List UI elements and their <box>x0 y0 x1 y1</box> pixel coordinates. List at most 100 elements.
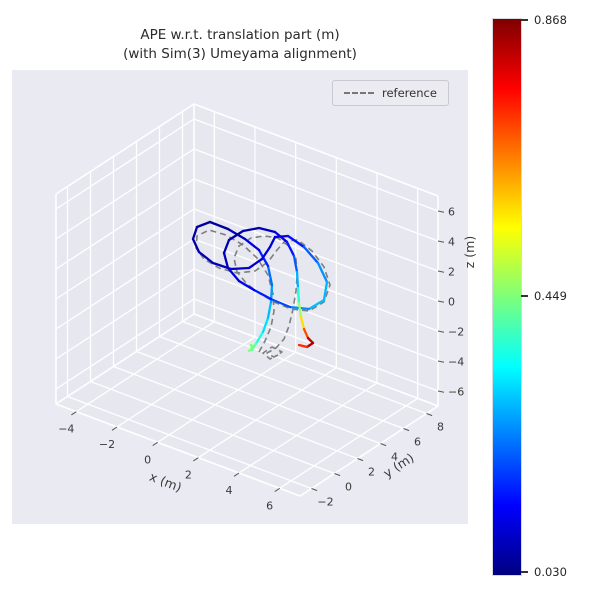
scene-3d: −4 −2 0 2 4 6 −2 0 2 4 6 8 −6 −4 −2 0 2 4 6 <box>55 103 464 512</box>
trajectory-estimate-segment <box>222 251 230 270</box>
x-tick-label: 0 <box>144 453 151 466</box>
grid-line <box>193 298 439 392</box>
grid-line <box>116 336 256 428</box>
trajectory-estimate-segment <box>302 327 310 340</box>
tick-mark <box>437 210 445 213</box>
tick-mark <box>437 300 445 303</box>
trajectory-estimate-segment <box>266 300 273 320</box>
colorbar <box>492 18 522 576</box>
trajectory-estimate-segment <box>295 270 300 290</box>
y-tick-label: 0 <box>345 481 352 494</box>
y-axis-label: y (m) <box>380 450 416 481</box>
x-tick-label: 6 <box>266 499 273 512</box>
grid-line <box>55 208 195 300</box>
trajectory-estimate-segment <box>222 238 231 255</box>
tick-mark <box>193 457 199 462</box>
grid-line <box>159 335 404 430</box>
tick-mark <box>437 240 445 243</box>
tick-mark <box>71 411 77 416</box>
grid-line <box>55 268 195 360</box>
y-tick-label: −2 <box>317 496 333 509</box>
grid-line <box>193 178 439 272</box>
pane-edge <box>55 313 195 405</box>
legend: reference <box>332 80 449 106</box>
colorbar-label-max: 0.868 <box>534 13 567 27</box>
trajectory-estimate-segment <box>296 286 301 305</box>
colorbar-tick-max <box>521 19 528 21</box>
trajectory-estimate-segment <box>243 237 261 252</box>
trajectory-estimate-segment <box>302 245 320 265</box>
colorbar-label-mid: 0.449 <box>534 289 567 303</box>
chart-title: APE w.r.t. translation part (m) (with Si… <box>0 26 480 64</box>
tick-mark <box>311 488 318 492</box>
colorbar-label-min: 0.030 <box>534 565 567 579</box>
trajectory-estimate-segment <box>250 340 259 352</box>
y-tick-label: 8 <box>437 421 444 434</box>
trajectory-estimate-segment <box>227 229 245 242</box>
x-tick-label: −2 <box>99 438 115 451</box>
trajectory-estimate-segment <box>316 261 329 284</box>
grid-line <box>193 118 439 212</box>
z-tick-label: 0 <box>448 296 455 309</box>
grid-line <box>193 148 439 242</box>
trajectory-estimate-segment <box>285 240 296 258</box>
grid-line <box>55 118 195 210</box>
trajectory-estimate-segment <box>237 279 256 292</box>
tick-mark <box>274 487 280 493</box>
trajectory-estimate-segment <box>297 301 303 319</box>
grid-line <box>113 365 358 460</box>
grid-line <box>238 382 378 474</box>
pane-edge <box>55 194 439 497</box>
y-tick-label: 4 <box>391 451 398 464</box>
tick-mark <box>152 441 158 447</box>
grid-line <box>67 395 312 490</box>
grid-line <box>55 298 195 390</box>
tick-mark <box>437 390 445 393</box>
trajectory-reference <box>195 229 331 360</box>
tick-mark <box>334 473 341 477</box>
trajectory-estimate-segment <box>260 245 272 261</box>
grid-line <box>136 350 381 445</box>
z-axis-label: z (m) <box>462 236 477 268</box>
trajectory-estimate-segment <box>268 235 277 249</box>
tick-mark <box>357 458 364 462</box>
trajectory-estimate-segment <box>208 220 230 231</box>
trajectory-estimate-segment <box>269 297 292 309</box>
grid-line <box>182 320 427 415</box>
grid-line <box>279 397 419 489</box>
trajectory-estimate-segment <box>226 266 241 283</box>
x-axis-label: x (m) <box>147 469 183 495</box>
tick-mark <box>426 413 433 417</box>
pane-floor <box>56 314 438 496</box>
grid-line <box>157 351 297 443</box>
z-tick-label: 6 <box>448 206 455 219</box>
tick-mark <box>437 360 445 363</box>
trajectory-estimate-segment <box>307 298 326 311</box>
grid-line <box>197 367 337 459</box>
trajectory-estimate-segment <box>286 234 306 249</box>
tick-mark <box>437 270 445 273</box>
grid-line <box>193 268 439 362</box>
trajectory-estimate-segment <box>255 330 265 344</box>
pane-edge <box>193 313 439 407</box>
trajectory-estimate-segment <box>257 226 277 234</box>
trajectory-estimate-segment <box>261 316 270 334</box>
trajectory-estimate-segment <box>197 250 215 265</box>
trajectory-estimate-segment <box>247 257 264 270</box>
y-tick-label: 2 <box>368 466 375 479</box>
trajectory-estimate-segment <box>266 264 274 287</box>
z-tick-label: −2 <box>448 326 464 339</box>
grid-line <box>55 148 195 240</box>
trajectory-estimate-segment <box>305 341 315 349</box>
trajectory-estimate-segment <box>191 237 201 254</box>
trajectory-estimate-segment <box>229 266 251 271</box>
trajectory-estimate-segment <box>299 315 306 331</box>
tick-mark <box>403 428 410 432</box>
grid-line <box>75 321 215 413</box>
tick-mark <box>233 472 240 477</box>
trajectory-estimate-segment <box>191 225 199 241</box>
x-tick-label: 2 <box>185 469 192 482</box>
trajectory-estimate-segment <box>306 336 315 345</box>
